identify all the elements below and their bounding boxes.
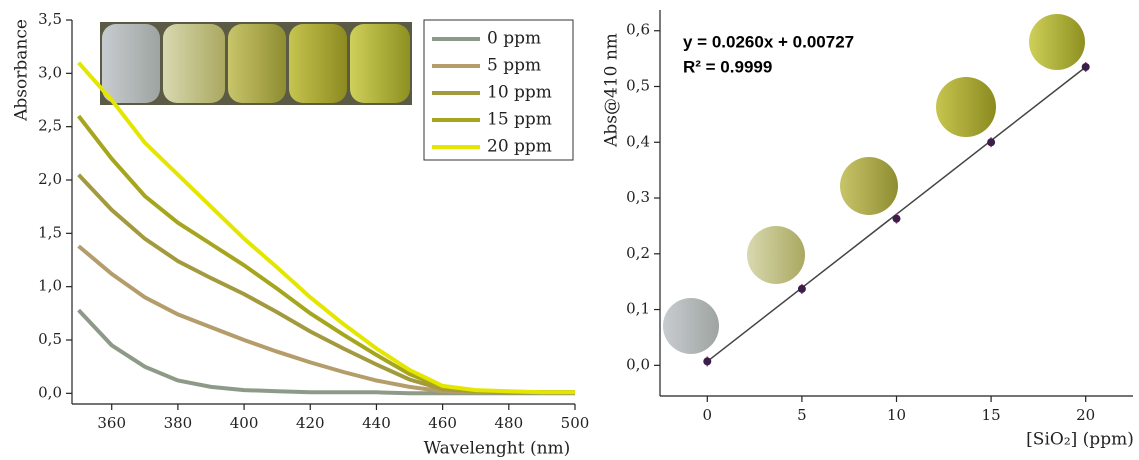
y-tick-label: 3,5 bbox=[38, 10, 62, 28]
x-tick-label: 0 bbox=[703, 406, 713, 424]
y-tick-label: 2,0 bbox=[38, 170, 62, 188]
legend-label: 5 ppm bbox=[487, 56, 541, 76]
y-tick-label: 0,3 bbox=[626, 188, 650, 206]
x-tick-label: 500 bbox=[561, 414, 590, 432]
x-tick-label: 15 bbox=[982, 406, 1001, 424]
y-tick-label: 0,5 bbox=[38, 330, 62, 348]
point bbox=[893, 215, 901, 223]
series-line bbox=[79, 175, 575, 393]
x-tick-label: 440 bbox=[362, 414, 391, 432]
y-axis-label: Abs@410 nm bbox=[602, 33, 622, 148]
point bbox=[1082, 63, 1090, 71]
y-tick-label: 0,5 bbox=[626, 76, 650, 94]
legend-label: 10 ppm bbox=[487, 83, 552, 103]
y-tick-label: 0,4 bbox=[626, 132, 650, 150]
x-tick-label: 10 bbox=[887, 406, 906, 424]
y-tick-label: 0,0 bbox=[38, 383, 62, 401]
y-tick-label: 1,0 bbox=[38, 277, 62, 295]
y-tick-label: 2,5 bbox=[38, 117, 62, 135]
x-tick-label: 480 bbox=[494, 414, 523, 432]
legend-label: 0 ppm bbox=[487, 29, 541, 49]
point bbox=[703, 357, 711, 365]
x-tick-label: 380 bbox=[164, 414, 193, 432]
x-tick-label: 400 bbox=[230, 414, 259, 432]
legend-label: 20 ppm bbox=[487, 137, 552, 157]
x-tick-label: 360 bbox=[97, 414, 126, 432]
annotation: y = 0.0260x + 0.00727 bbox=[683, 32, 854, 51]
photo-inset bbox=[100, 22, 412, 105]
y-tick-label: 0,2 bbox=[626, 244, 650, 262]
x-tick-label: 460 bbox=[428, 414, 457, 432]
chart: 0 5 10 15 20 0,0 0,1 0,2 0,3 0,4 0,5 0,6 [SiO₂] (ppm… bbox=[602, 10, 1134, 450]
annotation: R² = 0.9999 bbox=[683, 57, 772, 76]
point bbox=[987, 138, 995, 146]
y-tick-label: 3,0 bbox=[38, 63, 62, 81]
x-tick-label: 5 bbox=[797, 406, 807, 424]
x-tick-label: 420 bbox=[296, 414, 325, 432]
legend-label: 15 ppm bbox=[487, 110, 552, 130]
y-tick-label: 0,0 bbox=[626, 355, 650, 373]
y-tick-label: 0,1 bbox=[626, 300, 650, 318]
figure: 360 380 400 420 440 460 480 500 0,0 0,5 1,0 1,5 2,0 2… bbox=[0, 0, 1139, 460]
y-tick-label: 0,6 bbox=[626, 21, 650, 39]
x-axis-label: Wavelenght (nm) bbox=[424, 439, 571, 459]
point bbox=[798, 285, 806, 293]
y-tick-label: 1,5 bbox=[38, 223, 62, 241]
y-axis-label: Absorbance bbox=[12, 19, 32, 122]
x-tick-label: 20 bbox=[1076, 406, 1095, 424]
x-axis-label: [SiO₂] (ppm) bbox=[1026, 430, 1134, 450]
